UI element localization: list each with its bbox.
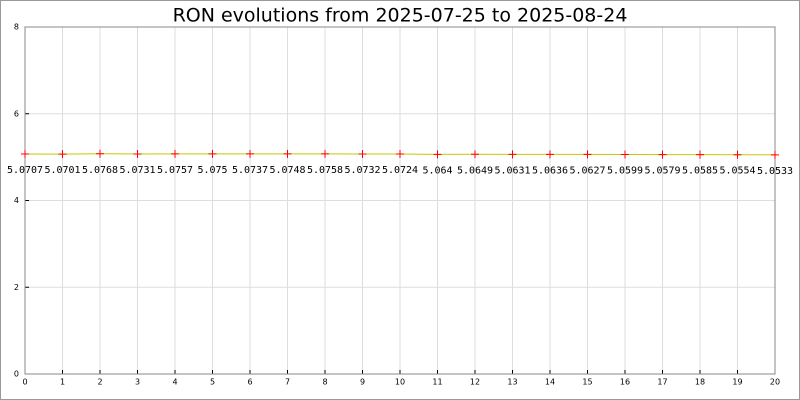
y-tick-label: 8 [14,23,19,32]
y-tick-label: 0 [14,370,19,379]
marker [621,150,629,159]
marker [171,149,179,158]
marker [546,150,554,159]
marker [133,149,142,158]
marker [733,150,742,159]
value-label: 5.0768 [82,165,118,176]
value-label: 5.0707 [7,165,43,176]
marker [246,149,254,158]
value-label: 5.0757 [157,165,193,176]
x-tick-label: 20 [770,378,780,387]
x-tick-label: 7 [285,378,290,387]
chart-title: RON evolutions from 2025-07-25 to 2025-0… [173,5,628,27]
value-label: 5.0701 [44,165,80,176]
marker [471,150,479,159]
value-label: 5.0627 [569,165,605,176]
marker [771,150,779,159]
value-label: 5.0631 [494,165,530,176]
value-label: 5.0636 [532,165,568,176]
x-tick-label: 6 [247,378,252,387]
value-label: 5.0649 [457,165,493,176]
x-tick-label: 3 [135,378,140,387]
y-tick-label: 4 [14,196,19,205]
x-tick-label: 15 [582,378,592,387]
marker [433,150,442,159]
marker [21,150,29,159]
marker [358,149,367,158]
x-tick-label: 0 [22,378,27,387]
value-label: 5.064 [422,165,452,176]
value-label: 5.075 [197,165,227,176]
marker [96,149,104,158]
x-tick-label: 9 [360,378,365,387]
plot-border [24,26,776,375]
value-label: 5.0585 [682,166,718,177]
value-label: 5.0731 [119,165,155,176]
x-tick-label: 2 [97,378,102,387]
x-tick-label: 19 [732,378,742,387]
x-tick-label: 13 [507,378,517,387]
value-label: 5.0724 [382,165,418,176]
marker [321,149,329,158]
marker [696,150,704,159]
marker [583,150,592,159]
marker [58,150,67,159]
x-tick-label: 8 [322,378,327,387]
y-tick-label: 6 [14,109,19,118]
marker [508,150,517,159]
value-label: 5.0732 [344,165,380,176]
x-tick-label: 4 [172,378,177,387]
x-tick-label: 12 [470,378,480,387]
x-tick-label: 1 [60,378,65,387]
x-tick-label: 5 [210,378,215,387]
marker [658,150,667,159]
marker [396,149,404,158]
marker [283,149,292,158]
value-label: 5.0737 [232,165,268,176]
x-tick-label: 18 [695,378,705,387]
x-tick-label: 11 [432,378,442,387]
marker [208,149,217,158]
value-label: 5.0554 [719,166,755,177]
x-tick-label: 16 [620,378,630,387]
value-label: 5.0748 [269,165,305,176]
value-label: 5.0533 [757,166,793,177]
x-tick-label: 14 [545,378,555,387]
x-tick-label: 17 [657,378,667,387]
value-label: 5.0579 [644,166,680,177]
x-tick-label: 10 [395,378,405,387]
value-label: 5.0599 [607,166,643,177]
y-tick-label: 2 [14,283,19,292]
value-label: 5.0758 [307,165,343,176]
